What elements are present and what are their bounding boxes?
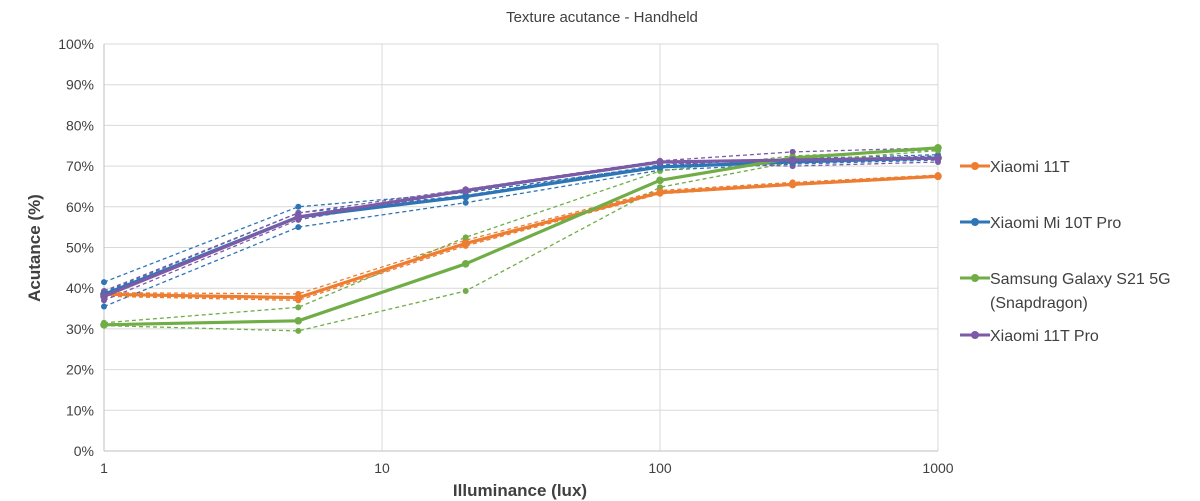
y-tick-label: 50% (66, 240, 94, 256)
tick-labels: 0% 10% 20% 30% 40% 50% 60% 70% 80% 90% 100% 1 10 100 1… (58, 36, 954, 476)
xiaomi-mi-10t-pro-dashed-point (101, 303, 107, 310)
samsung-galaxy-s21-5g-point (100, 321, 108, 329)
xiaomi-11t-pro-point (788, 156, 797, 164)
legend-swatch-marker (971, 274, 979, 282)
xiaomi-11t-point (656, 188, 664, 197)
axes (103, 44, 938, 452)
y-tick-label: 90% (66, 77, 94, 93)
samsung-galaxy-s21-5g-dashed-point (295, 304, 302, 311)
y-axis-title: Acutance (%) (25, 194, 44, 302)
samsung-galaxy-s21-5g-dashed-line (103, 149, 939, 332)
xiaomi-11t-pro-point (294, 213, 303, 221)
xiaomi-11t-dashed-line (103, 174, 939, 295)
legend-swatch-marker (971, 218, 979, 226)
y-tick-label: 30% (66, 321, 94, 337)
xiaomi-mi-10t-pro-dashed-point (295, 203, 302, 210)
xiaomi-11t-pro-line (103, 156, 939, 298)
xiaomi-11t-pro-point (461, 186, 470, 195)
gridlines (103, 43, 939, 452)
y-tick-label: 100% (58, 36, 94, 52)
legend-swatch-marker (971, 162, 979, 170)
xiaomi-11t-pro-point (656, 158, 664, 166)
legend-label-line2: (Snapdragon) (990, 295, 1088, 312)
legend-entry-xiaomi-mi-10t-pro: Xiaomi Mi 10T Pro (960, 215, 1121, 232)
samsung-galaxy-s21-5g-dashed-point (462, 288, 469, 295)
xiaomi-mi-10t-pro-dashed-point (101, 279, 107, 286)
xiaomi-mi-10t-pro-dashed-line (103, 159, 939, 308)
samsung-galaxy-s21-5g-line (103, 146, 939, 327)
xiaomi-11t-point (294, 293, 303, 302)
legend-swatch-marker (971, 331, 979, 339)
legend-entry-samsung-galaxy-s21-5g: Samsung Galaxy S21 5G (Snapdragon) (960, 271, 1171, 312)
xiaomi-11t-point (934, 172, 942, 181)
samsung-galaxy-s21-5g-point (934, 143, 942, 152)
samsung-galaxy-s21-5g-dashed-point (462, 234, 469, 241)
legend-label: Xiaomi 11T Pro (990, 328, 1099, 345)
xiaomi-11t-line (103, 174, 939, 300)
xiaomi-11t-pro-dashed-line (103, 147, 939, 292)
y-tick-label: 10% (66, 402, 94, 418)
samsung-galaxy-s21-5g-dashed-point (295, 327, 302, 334)
legend-entry-xiaomi-11t-pro: Xiaomi 11T Pro (960, 328, 1099, 345)
legend: Xiaomi 11T Xiaomi Mi 10T Pro Samsung Galax… (960, 159, 1171, 345)
samsung-galaxy-s21-5g-point (294, 316, 303, 325)
xiaomi-11t-point (461, 239, 470, 248)
xiaomi-mi-10t-pro-dashed-point (295, 224, 302, 231)
y-tick-label: 60% (66, 199, 94, 215)
xiaomi-11t-point (788, 180, 797, 189)
xiaomi-11t-pro-point (100, 292, 108, 301)
samsung-galaxy-s21-5g-point (656, 176, 664, 185)
series-lines (100, 143, 942, 329)
x-tick-label: 100 (648, 460, 672, 476)
xiaomi-mi-10t-pro-dashed-point (462, 199, 469, 206)
xiaomi-mi-10t-pro-point (461, 192, 470, 201)
xiaomi-11t-dashed-line (103, 175, 939, 300)
x-axis-title: Illuminance (lux) (453, 481, 587, 500)
x-tick-label: 1000 (922, 460, 953, 476)
xiaomi-mi-10t-pro-dashed-line (103, 154, 939, 293)
xiaomi-11t-pro-dashed-point (789, 148, 796, 155)
chart-title: Texture acutance - Handheld (506, 9, 698, 26)
y-tick-label: 80% (66, 117, 94, 133)
legend-label: Xiaomi 11T (990, 159, 1070, 176)
legend-entry-xiaomi-11t: Xiaomi 11T (960, 159, 1070, 176)
samsung-galaxy-s21-5g-dashed-line (103, 149, 939, 324)
x-tick-label: 1 (100, 460, 108, 476)
y-tick-label: 40% (66, 280, 94, 296)
x-tick-label: 10 (374, 460, 390, 476)
y-tick-label: 20% (66, 362, 94, 378)
y-tick-label: 0% (74, 443, 94, 459)
legend-label: Xiaomi Mi 10T Pro (990, 215, 1121, 232)
y-tick-label: 70% (66, 158, 94, 174)
samsung-galaxy-s21-5g-point (461, 259, 470, 268)
xiaomi-11t-pro-point (934, 154, 942, 162)
legend-label: Samsung Galaxy S21 5G (990, 271, 1171, 288)
samsung-galaxy-s21-5g-dashed-point (657, 184, 663, 191)
